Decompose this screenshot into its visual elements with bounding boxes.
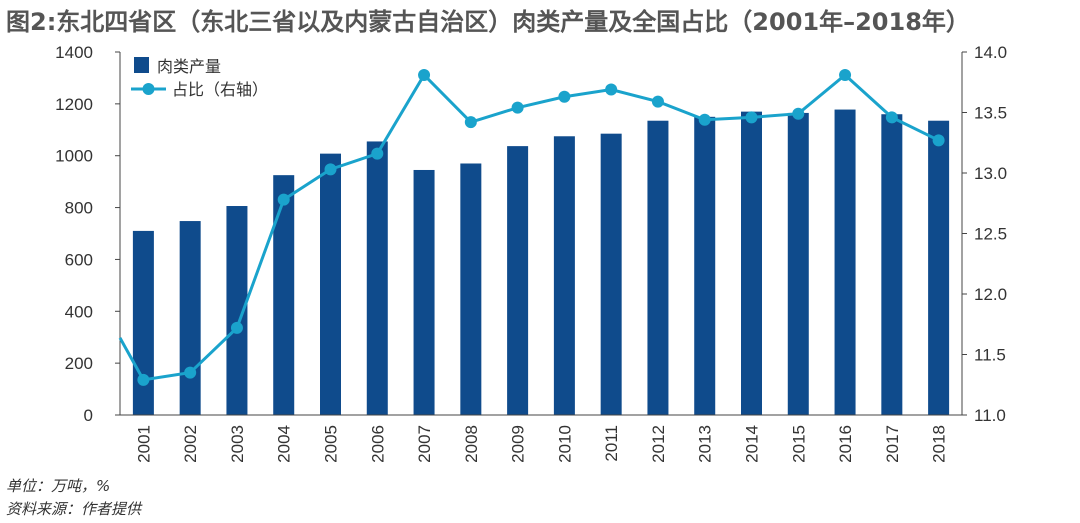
bar-2001	[132, 230, 154, 415]
share-point-2008	[464, 116, 477, 129]
line-layer	[118, 68, 945, 386]
bar-2008	[460, 163, 482, 415]
x-tick-label: 2016	[836, 425, 855, 463]
share-point-2003	[230, 321, 243, 334]
left-tick-label: 0	[84, 406, 93, 425]
share-point-2017	[885, 111, 898, 124]
left-tick-label: 600	[65, 250, 93, 269]
share-point-2012	[651, 95, 664, 108]
bar-2013	[694, 116, 716, 416]
bar-2017	[881, 114, 903, 415]
share-point-2002	[184, 366, 197, 379]
x-tick-label: 2011	[602, 425, 621, 462]
right-tick-label: 12.0	[974, 285, 1007, 304]
x-tick-label: 2013	[696, 425, 715, 463]
share-point-2018	[932, 134, 945, 147]
chart-title: 图2:东北四省区（东北三省以及内蒙古自治区）肉类产量及全国占比（2001年–20…	[6, 8, 970, 36]
share-point-2006	[371, 147, 384, 160]
legend-bar-swatch	[134, 57, 149, 73]
share-point-2005	[324, 163, 337, 176]
x-tick-label: 2009	[509, 425, 528, 463]
right-tick-label: 13.0	[974, 164, 1007, 183]
bar-2002	[179, 221, 201, 415]
x-tick-label: 2005	[322, 425, 341, 463]
x-tick-label: 2004	[275, 425, 294, 463]
share-point-2009	[511, 101, 524, 114]
x-tick-label: 2015	[789, 425, 808, 463]
bar-2007	[413, 169, 435, 415]
bars-layer	[132, 109, 950, 416]
share-point-2010	[558, 90, 571, 103]
share-point-2001	[137, 373, 150, 386]
legend-bar-label: 肉类产量	[157, 57, 221, 76]
source-note: 资料来源：作者提供	[6, 500, 142, 518]
bar-2003	[226, 206, 248, 415]
x-tick-label: 2012	[649, 425, 668, 463]
share-point-2011	[605, 83, 618, 96]
x-tick-label: 2008	[462, 425, 481, 463]
x-tick-label: 2002	[181, 425, 200, 463]
x-tick-label: 2018	[930, 425, 949, 463]
share-point-2004	[277, 193, 290, 206]
bar-2010	[553, 136, 575, 415]
bar-2011	[600, 133, 622, 416]
left-tick-label: 1200	[55, 95, 93, 114]
right-tick-label: 11.0	[974, 406, 1006, 425]
x-tick-label: 2014	[743, 425, 762, 463]
share-point-2013	[698, 113, 711, 126]
right-tick-label: 13.5	[974, 104, 1007, 123]
x-tick-label: 2007	[415, 425, 434, 463]
share-point-2007	[418, 68, 431, 81]
bar-2004	[273, 175, 295, 415]
legend-line-label: 占比（右轴）	[172, 80, 268, 99]
right-tick-label: 12.5	[974, 225, 1007, 244]
bar-2009	[507, 146, 529, 415]
left-tick-label: 200	[65, 354, 93, 373]
x-tick-label: 2003	[228, 425, 247, 463]
share-point-2014	[745, 111, 758, 124]
bar-2016	[834, 109, 856, 415]
share-point-2016	[839, 68, 852, 81]
left-tick-label: 800	[65, 199, 93, 218]
bar-2018	[928, 120, 950, 415]
right-tick-label: 11.5	[974, 346, 1006, 365]
legend-line-marker	[142, 83, 155, 95]
bar-2006	[366, 141, 388, 416]
left-tick-label: 1000	[55, 147, 93, 166]
x-tick-label: 2017	[883, 425, 902, 463]
left-tick-label: 400	[65, 302, 93, 321]
bar-2012	[647, 120, 669, 415]
left-tick-label: 1400	[55, 43, 93, 62]
x-tick-label: 2006	[368, 425, 387, 463]
bar-2015	[787, 112, 809, 416]
right-tick-label: 14.0	[974, 43, 1007, 62]
bar-2005	[320, 153, 341, 415]
x-tick-label: 2010	[555, 425, 574, 463]
axes-layer: 0 200 400 600 800 1000 1200 1400 11.0 11.5 12.0 12.…	[55, 43, 1007, 463]
share-point-2015	[792, 107, 805, 120]
unit-note: 单位：万吨，%	[6, 477, 111, 495]
x-tick-label: 2001	[134, 425, 153, 463]
bar-2014	[741, 111, 762, 415]
